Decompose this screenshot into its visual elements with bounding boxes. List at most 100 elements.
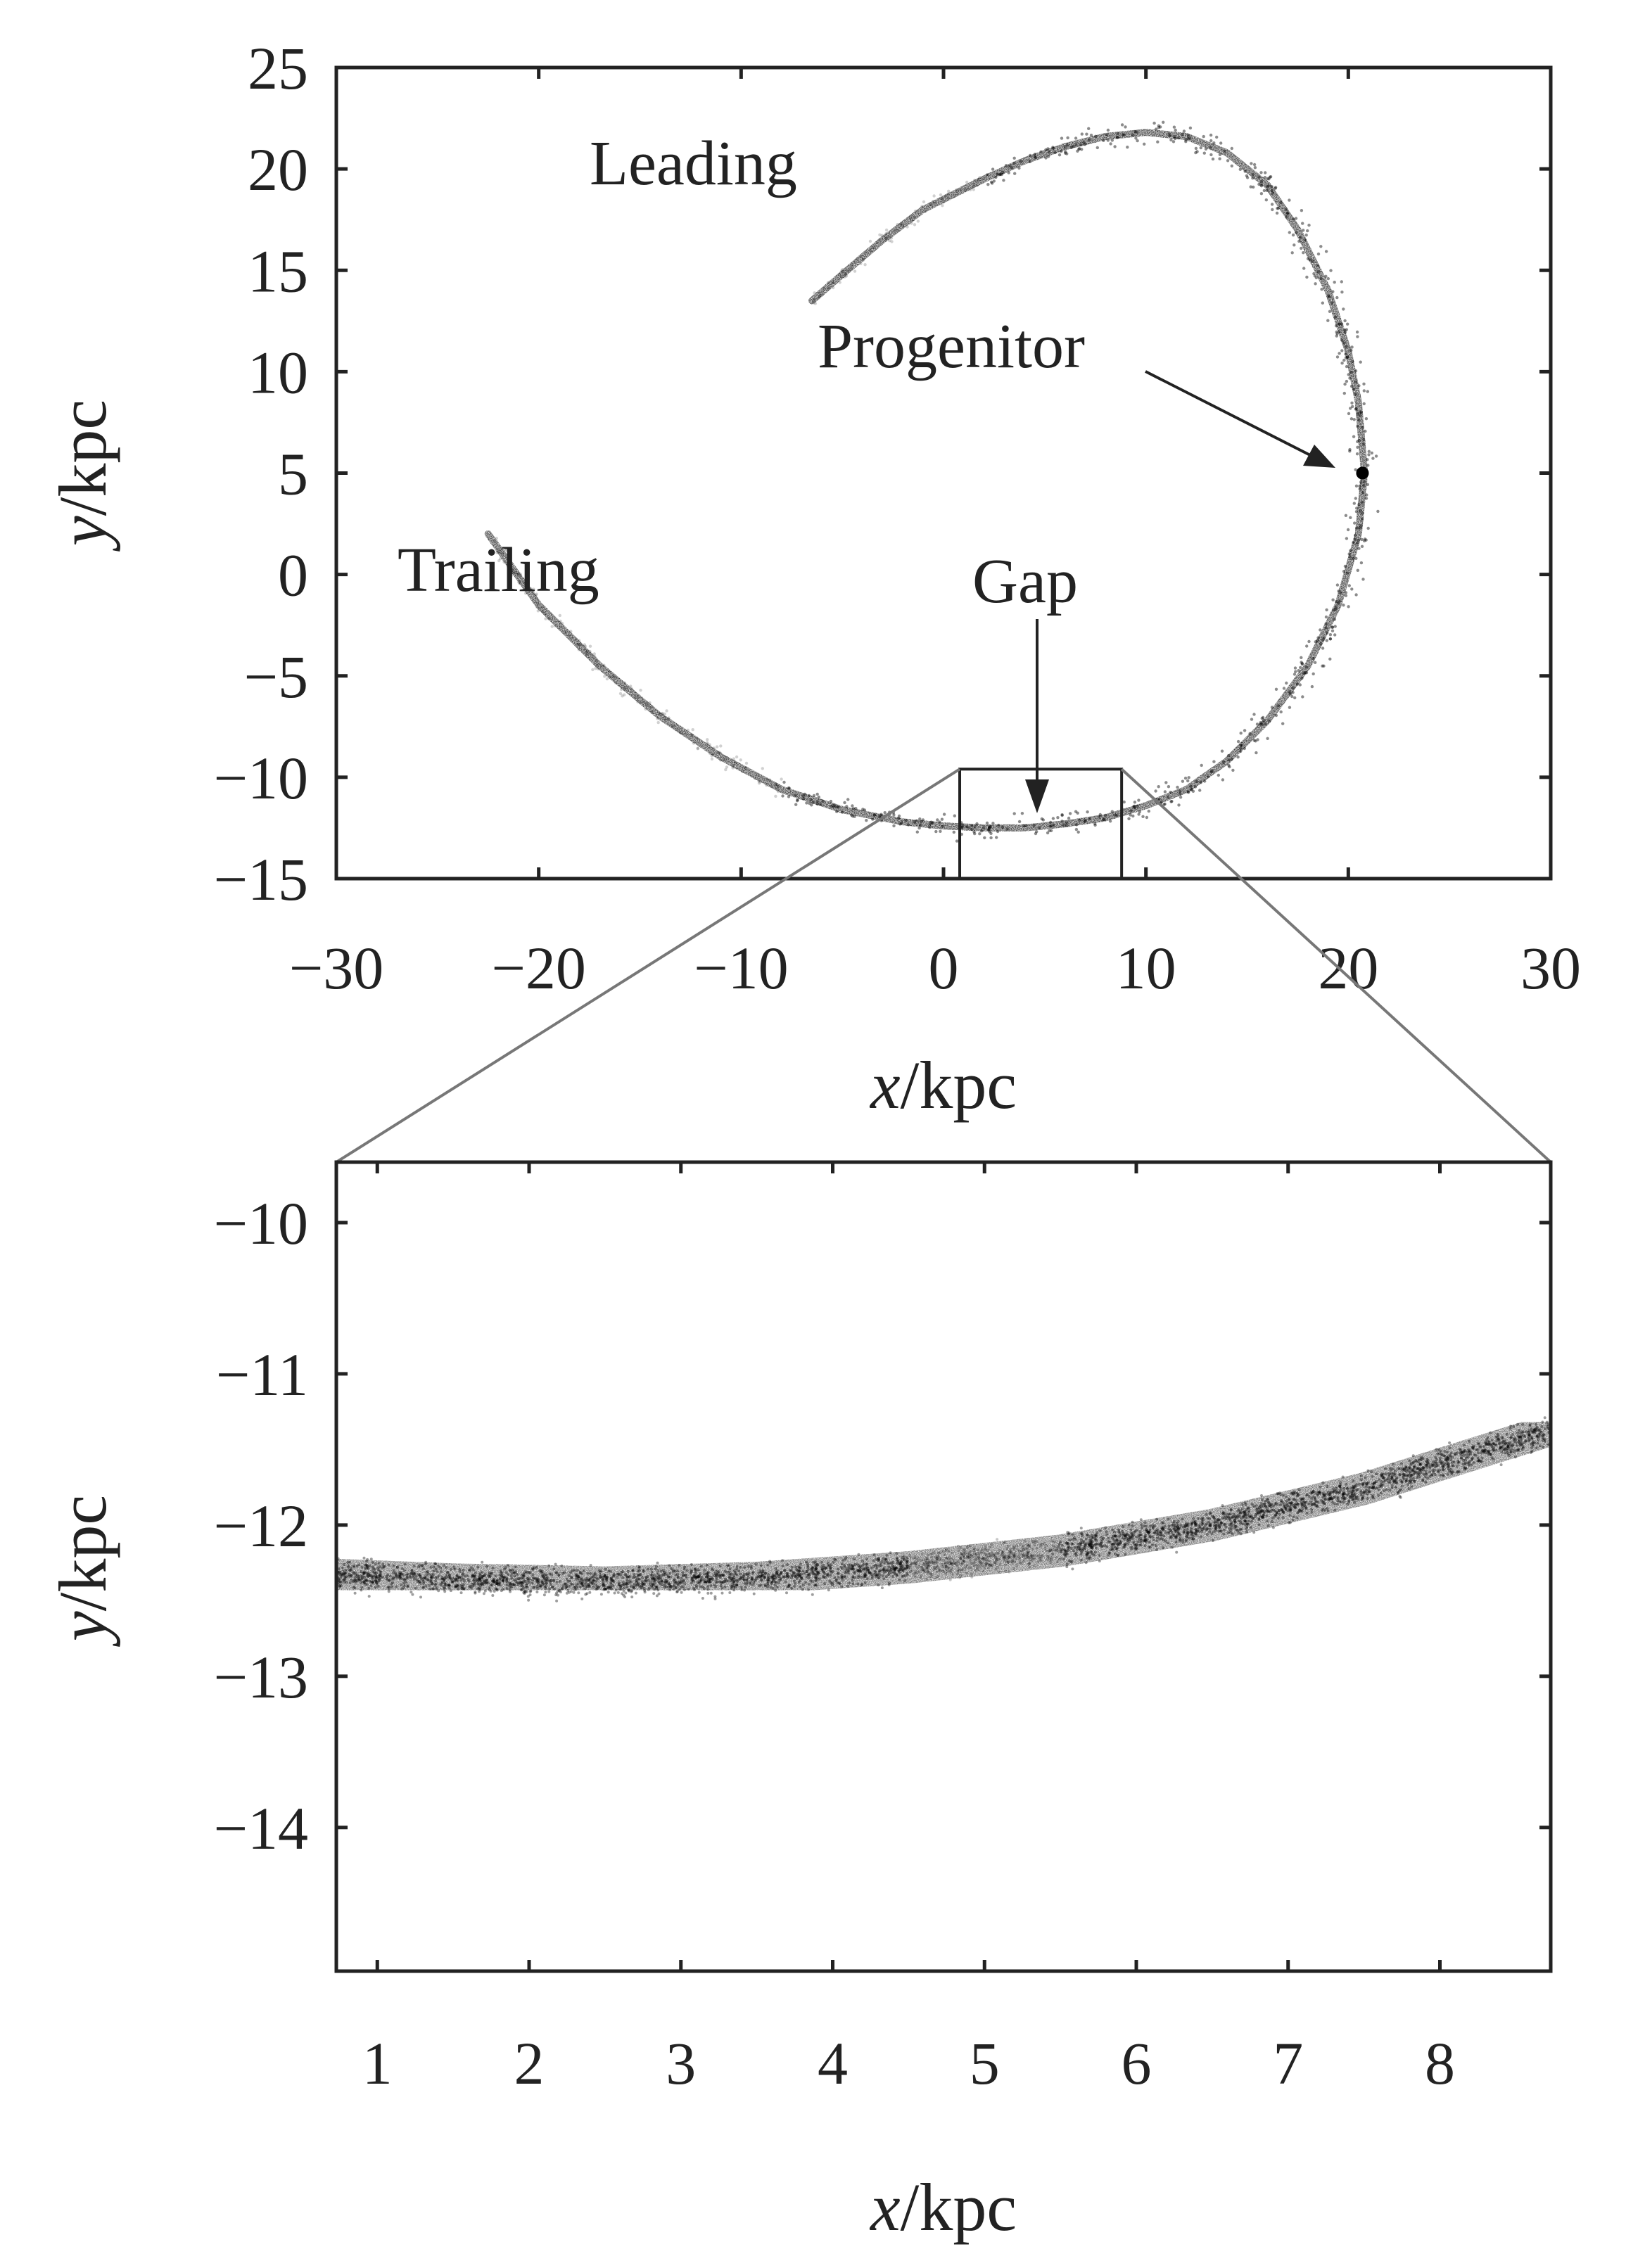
stream-particle <box>392 1564 395 1567</box>
stream-particle <box>1227 758 1231 762</box>
stream-particle <box>612 1580 616 1584</box>
stream-particle <box>350 1568 353 1572</box>
stream-particle <box>1394 1470 1397 1472</box>
stream-particle <box>569 1579 571 1583</box>
stream-particle <box>408 1574 412 1578</box>
stream-particle <box>711 1577 714 1581</box>
stream-particle <box>599 1593 603 1596</box>
stream-particle <box>706 1576 710 1579</box>
stream-particle <box>1210 770 1214 773</box>
stream-particle <box>1349 384 1354 388</box>
stream-particle <box>371 1565 374 1569</box>
stream-particle <box>1127 1524 1131 1527</box>
stream-particle <box>558 1588 561 1592</box>
stream-particle <box>1390 1474 1394 1478</box>
stream-particle <box>1536 1441 1539 1445</box>
stream-particle <box>1296 1503 1300 1506</box>
stream-particle <box>604 1575 607 1579</box>
stream-particle <box>1060 820 1064 823</box>
stream-particle <box>815 1574 819 1577</box>
stream-particle <box>1314 1497 1316 1501</box>
stream-particle <box>634 1584 637 1587</box>
stream-particle <box>1143 142 1146 146</box>
stream-particle <box>877 1559 880 1562</box>
stream-particle <box>1462 1444 1466 1447</box>
stream-particle <box>938 820 941 824</box>
stream-particle <box>1416 1476 1419 1479</box>
stream-particle <box>912 1572 915 1576</box>
stream-particle <box>577 648 580 651</box>
stream-particle <box>801 1583 805 1586</box>
stream-particle <box>1256 738 1259 741</box>
stream-particle <box>709 1577 712 1581</box>
stream-particle <box>1031 1540 1034 1543</box>
stream-particle <box>906 1565 909 1568</box>
stream-particle <box>404 1577 407 1581</box>
stream-particle <box>1209 770 1214 774</box>
stream-particle <box>1271 1517 1274 1520</box>
stream-particle <box>1330 301 1334 305</box>
stream-particle <box>1288 1514 1292 1517</box>
stream-particle <box>863 250 868 255</box>
stream-particle <box>1422 1466 1425 1470</box>
stream-particle <box>1110 810 1114 813</box>
stream-particle <box>1008 164 1012 168</box>
stream-particle <box>1045 1549 1048 1553</box>
stream-particle <box>780 1577 782 1580</box>
stream-particle <box>651 1577 654 1581</box>
stream-particle <box>913 1562 916 1565</box>
stream-particle <box>946 192 950 196</box>
stream-particle <box>984 1562 988 1566</box>
stream-particle <box>432 1587 436 1591</box>
stream-particle <box>941 1563 944 1567</box>
stream-particle <box>734 1586 737 1588</box>
stream-particle <box>988 830 991 834</box>
stream-particle <box>1224 1522 1227 1526</box>
stream-particle <box>882 1577 886 1580</box>
stream-particle <box>1078 818 1081 822</box>
stream-particle <box>1283 1506 1287 1510</box>
stream-particle <box>523 1589 526 1593</box>
stream-particle <box>1003 1555 1006 1559</box>
stream-particle <box>840 1576 844 1579</box>
stream-particle <box>1027 1556 1030 1559</box>
stream-particle <box>418 1573 421 1576</box>
stream-particle <box>432 1565 436 1569</box>
stream-particle <box>888 1561 891 1565</box>
stream-particle <box>684 732 687 736</box>
stream-particle <box>1012 1553 1015 1557</box>
stream-particle <box>356 1574 359 1577</box>
stream-particle <box>1108 820 1112 823</box>
stream-particle <box>555 1599 559 1603</box>
stream-particle <box>1284 208 1288 211</box>
stream-particle <box>406 1585 409 1588</box>
stream-particle <box>350 1579 353 1581</box>
stream-particle <box>504 549 507 552</box>
stream-particle <box>629 684 633 688</box>
stream-particle <box>443 1586 447 1590</box>
stream-particle <box>1504 1451 1507 1455</box>
stream-particle <box>1007 1553 1010 1557</box>
stream-particle <box>694 1567 697 1571</box>
stream-particle <box>476 1579 480 1583</box>
stream-particle <box>1131 814 1135 818</box>
stream-particle <box>1335 1503 1339 1506</box>
stream-particle <box>863 1568 865 1572</box>
stream-particle <box>1243 729 1247 732</box>
stream-particle <box>917 1557 920 1560</box>
stream-particle <box>705 1581 709 1584</box>
stream-particle <box>1174 1541 1178 1543</box>
stream-particle <box>1321 301 1325 305</box>
stream-particle <box>545 1582 548 1585</box>
stream-particle <box>766 777 769 782</box>
stream-particle <box>1295 231 1298 234</box>
stream-particle <box>983 1566 986 1569</box>
stream-particle <box>682 1585 685 1588</box>
stream-particle <box>808 1572 811 1575</box>
stream-particle <box>563 1571 566 1574</box>
stream-particle <box>556 1589 559 1593</box>
stream-particle <box>504 1579 508 1583</box>
stream-particle <box>338 1581 342 1584</box>
stream-particle <box>680 1576 683 1580</box>
stream-particle <box>521 1584 524 1588</box>
